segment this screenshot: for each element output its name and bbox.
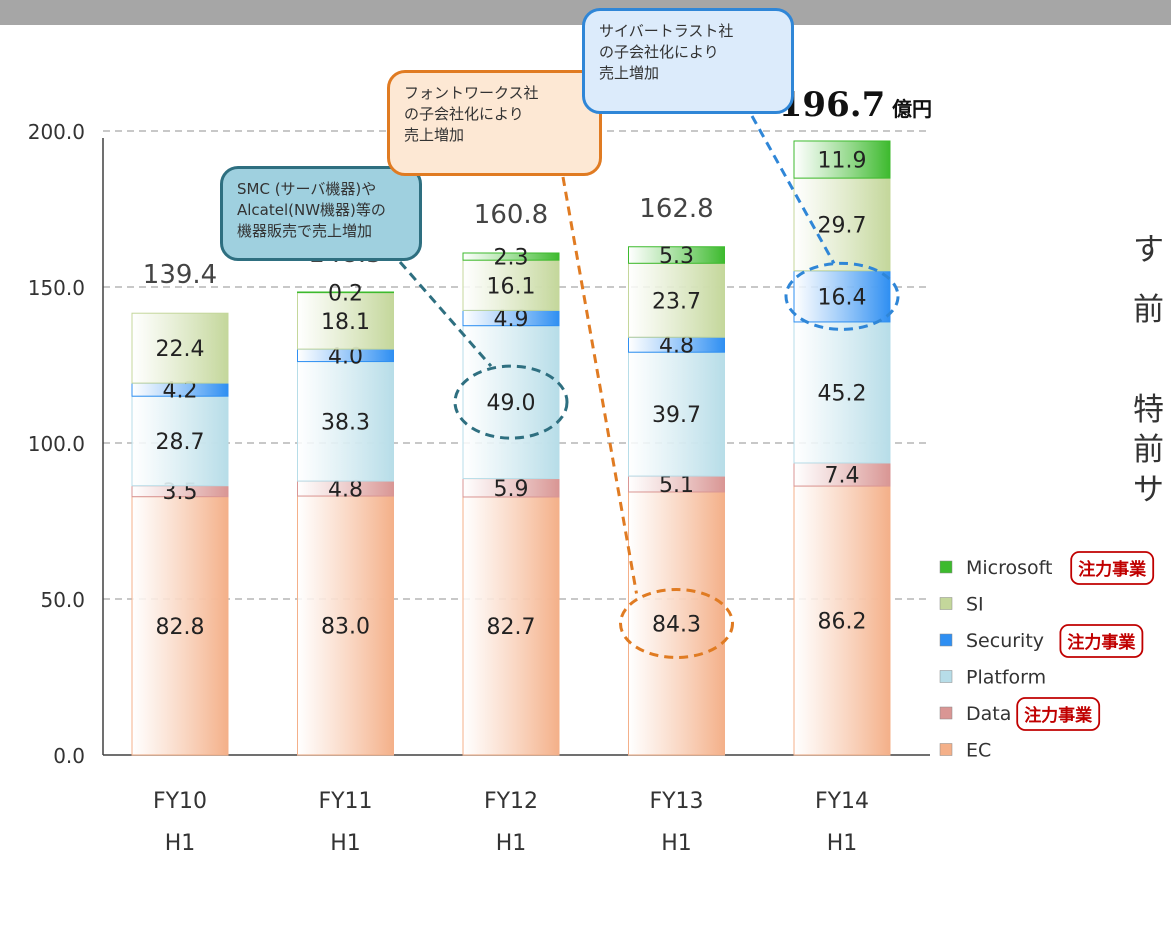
bar-segment-si	[628, 262, 725, 338]
right-text-line: 前	[1133, 292, 1164, 328]
data-label: 82.8	[156, 615, 205, 640]
legend-focus-badge	[1070, 551, 1155, 585]
right-text-line: 前	[1133, 432, 1164, 468]
legend-swatch	[939, 597, 953, 610]
data-label: 5.3	[659, 244, 694, 269]
data-label: 84.3	[652, 612, 701, 637]
legend-label: Platform	[966, 667, 1046, 689]
y-tick-label: 150.0	[28, 276, 85, 300]
y-tick-label: 200.0	[28, 120, 85, 144]
legend-label: SI	[966, 594, 984, 616]
bar-segment-microsoft	[793, 140, 891, 179]
bar-total-label: 162.8	[639, 194, 713, 224]
highlight-ellipse	[453, 364, 569, 440]
legend-swatch	[939, 633, 953, 647]
y-tick-label: 0.0	[53, 744, 85, 768]
legend-focus-badge-label: 注力事業	[1067, 632, 1135, 653]
bar-segment-ec	[297, 495, 394, 756]
bar-segment-security	[793, 270, 891, 323]
data-label: 7.4	[825, 464, 860, 489]
x-tick-label: FY13	[649, 789, 703, 814]
right-text-line: サ	[1133, 472, 1164, 508]
data-label: 16.1	[487, 274, 536, 299]
data-label: 38.3	[321, 410, 370, 435]
legend-label: Security	[966, 630, 1044, 652]
callout-leader-line	[398, 261, 493, 368]
callout-cybertrust: サイバートラスト社 の子会社化により 売上増加	[582, 8, 794, 114]
bar-segment-ec	[793, 485, 891, 756]
data-label: 86.2	[818, 610, 867, 635]
x-tick-sublabel: H1	[165, 831, 196, 856]
bar-segment-platform	[628, 351, 725, 477]
y-tick-label: 100.0	[28, 432, 85, 456]
callout-fontworks: フォントワークス社 の子会社化により 売上増加	[387, 70, 602, 176]
bar-total-label: 139.4	[143, 260, 217, 290]
data-label: 28.7	[156, 430, 205, 455]
data-label: 11.9	[818, 149, 867, 174]
right-text-line: 特	[1133, 392, 1164, 428]
legend-label: Data	[966, 703, 1011, 725]
right-text-line: す	[1133, 232, 1164, 268]
data-label: 5.9	[494, 477, 529, 502]
bar-segment-microsoft	[297, 291, 394, 294]
legend-swatch	[939, 706, 953, 720]
data-label: 4.8	[328, 478, 363, 503]
bar-segment-si	[462, 259, 560, 311]
x-tick-label: FY14	[815, 789, 869, 814]
x-tick-sublabel: H1	[330, 831, 361, 856]
legend-swatch	[939, 743, 953, 756]
callout-leader-line	[750, 115, 836, 265]
highlight-ellipse	[619, 587, 734, 659]
callout-smc-equipment: SMC (サーバ機器)や Alcatel(NW機器)等の 機器販売で売上増加	[220, 166, 422, 261]
legend-focus-badge	[1016, 697, 1101, 731]
x-tick-sublabel: H1	[496, 831, 527, 856]
bar-total-unit: 億円	[892, 97, 932, 121]
data-label: 49.0	[487, 391, 536, 416]
y-tick-label: 50.0	[40, 588, 85, 612]
legend-swatch	[939, 670, 953, 683]
data-label: 5.1	[659, 473, 694, 498]
x-tick-label: FY10	[153, 789, 207, 814]
bar-segment-si	[297, 292, 394, 350]
legend-swatch	[939, 560, 953, 574]
bar-segment-platform	[131, 395, 229, 487]
highlight-ellipse	[784, 261, 900, 331]
data-label: 0.2	[328, 281, 363, 306]
data-label: 4.9	[494, 307, 529, 332]
x-tick-sublabel: H1	[827, 831, 858, 856]
bar-segment-ec	[462, 496, 560, 756]
x-tick-label: FY11	[318, 789, 372, 814]
bar-segment-microsoft	[462, 252, 560, 261]
bar-total-label: 160.8	[474, 200, 548, 230]
bar-segment-platform	[462, 325, 560, 480]
data-label: 22.4	[156, 337, 205, 362]
data-label: 29.7	[818, 213, 867, 238]
data-label: 82.7	[487, 615, 536, 640]
data-label: 16.4	[818, 285, 867, 310]
bar-segment-si	[793, 177, 891, 272]
data-label: 4.8	[659, 334, 694, 359]
legend-focus-badge-label: 注力事業	[1078, 559, 1146, 580]
x-tick-label: FY12	[484, 789, 538, 814]
data-label: 23.7	[652, 289, 701, 314]
bar-segment-microsoft	[628, 246, 725, 264]
bar-total-label: 196.7	[779, 85, 885, 125]
data-label: 45.2	[818, 381, 867, 406]
legend-label: EC	[966, 740, 991, 762]
data-label: 83.0	[321, 615, 370, 640]
bar-segment-ec	[131, 496, 229, 756]
data-label: 39.7	[652, 403, 701, 428]
bar-segment-ec	[628, 491, 725, 756]
bar-segment-platform	[297, 361, 394, 482]
legend-label: Microsoft	[966, 557, 1052, 579]
data-label: 2.3	[494, 246, 529, 271]
data-label: 18.1	[321, 310, 370, 335]
legend-focus-badge-label: 注力事業	[1024, 705, 1092, 726]
callout-leader-line	[561, 176, 638, 594]
bar-segment-si	[131, 312, 229, 384]
x-tick-sublabel: H1	[661, 831, 692, 856]
legend-focus-badge	[1059, 624, 1144, 658]
